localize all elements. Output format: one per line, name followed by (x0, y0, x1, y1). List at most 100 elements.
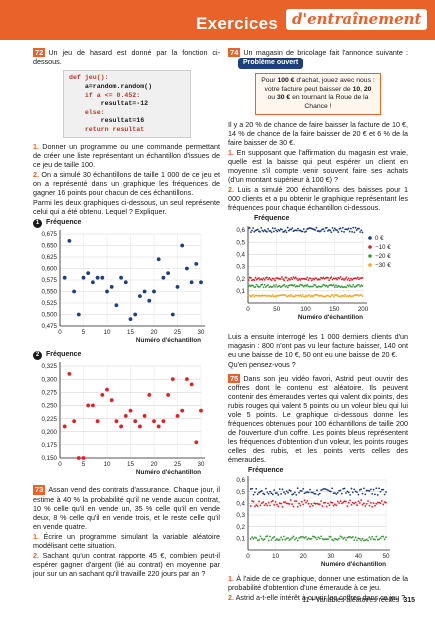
data-point (334, 503, 336, 506)
data-point (296, 487, 299, 490)
q-number: 1. (228, 573, 234, 583)
data-point (361, 503, 364, 506)
data-point (360, 499, 363, 502)
data-point (289, 499, 292, 501)
data-point (305, 501, 307, 504)
data-point (194, 262, 199, 267)
data-point (374, 538, 376, 541)
data-point (249, 276, 252, 279)
data-point (260, 489, 263, 492)
data-point (340, 502, 343, 505)
data-point (282, 501, 285, 504)
data-point (299, 504, 302, 507)
data-point (368, 504, 371, 507)
data-point (382, 535, 385, 538)
data-point (277, 493, 280, 496)
data-point (309, 538, 311, 540)
data-point (291, 226, 294, 229)
q-number: 2. (33, 170, 39, 180)
data-point (331, 501, 334, 504)
data-point (170, 312, 175, 317)
data-point (329, 501, 332, 504)
q-number: 1. (33, 142, 39, 152)
data-point (365, 538, 368, 541)
data-point (258, 538, 260, 541)
data-point (331, 293, 334, 296)
data-point (321, 505, 324, 508)
data-point (249, 487, 252, 490)
data-point (358, 501, 361, 504)
data-point (185, 377, 189, 382)
y-tick-label: 0,2 (236, 276, 245, 283)
data-point (292, 276, 295, 278)
data-point (278, 538, 281, 541)
data-point (180, 243, 185, 248)
data-point (298, 502, 300, 505)
data-point (351, 501, 354, 504)
data-point (341, 226, 344, 229)
data-point (347, 227, 350, 230)
x-tick-label: 30 (198, 329, 205, 336)
q-number: 2. (33, 550, 39, 560)
data-point (248, 284, 251, 286)
data-point (286, 295, 289, 298)
data-point (320, 500, 323, 502)
data-point (343, 500, 346, 503)
data-point (299, 294, 302, 297)
graph-number: 1 (33, 219, 42, 229)
data-point (364, 539, 367, 541)
data-point (248, 294, 251, 297)
data-point (256, 539, 259, 542)
data-point (278, 502, 281, 504)
data-point (285, 284, 288, 287)
data-point (368, 489, 371, 492)
data-point (252, 500, 255, 503)
data-point (253, 230, 256, 233)
data-point (346, 505, 349, 508)
ex73-q1: 1. Écrire un programme simulant la varia… (33, 532, 220, 550)
data-point (100, 393, 105, 398)
data-point (256, 493, 259, 496)
data-point (286, 226, 289, 229)
data-point (320, 535, 323, 538)
data-point (266, 535, 269, 537)
data-point (271, 499, 274, 502)
data-point (256, 505, 259, 507)
data-point (263, 493, 266, 496)
data-point (332, 492, 335, 495)
y-tick-label: 0,575 (42, 278, 58, 285)
data-point (72, 419, 76, 424)
data-point (306, 491, 309, 493)
data-point (293, 295, 296, 298)
data-point (283, 283, 286, 286)
data-point (295, 537, 298, 539)
data-point (379, 537, 382, 539)
data-point (119, 276, 123, 280)
data-point (295, 493, 298, 496)
data-point (354, 536, 357, 539)
data-point (350, 487, 353, 490)
data-point (286, 279, 289, 282)
data-point (254, 536, 256, 539)
data-point (345, 500, 347, 503)
data-point (261, 229, 264, 232)
data-point (284, 538, 287, 541)
data-point (333, 285, 336, 288)
data-point (334, 492, 336, 494)
x-tick-label: 100 (300, 306, 311, 313)
data-point (259, 230, 261, 233)
data-point (371, 535, 374, 538)
page-header: Exercices d'entraînement (0, 0, 435, 40)
data-point (307, 537, 310, 540)
y-tick-label: 0,3 (236, 512, 245, 519)
data-point (343, 230, 345, 233)
y-tick-label: 0,3 (236, 264, 245, 271)
data-point (281, 488, 284, 491)
data-point (264, 285, 267, 288)
data-point (358, 283, 360, 286)
legend-label: −20 € (375, 253, 391, 260)
q-text: Astrid a-t-elle intérêt à ouvrir les cof… (235, 592, 406, 602)
data-point (72, 289, 76, 294)
data-point (302, 487, 305, 490)
